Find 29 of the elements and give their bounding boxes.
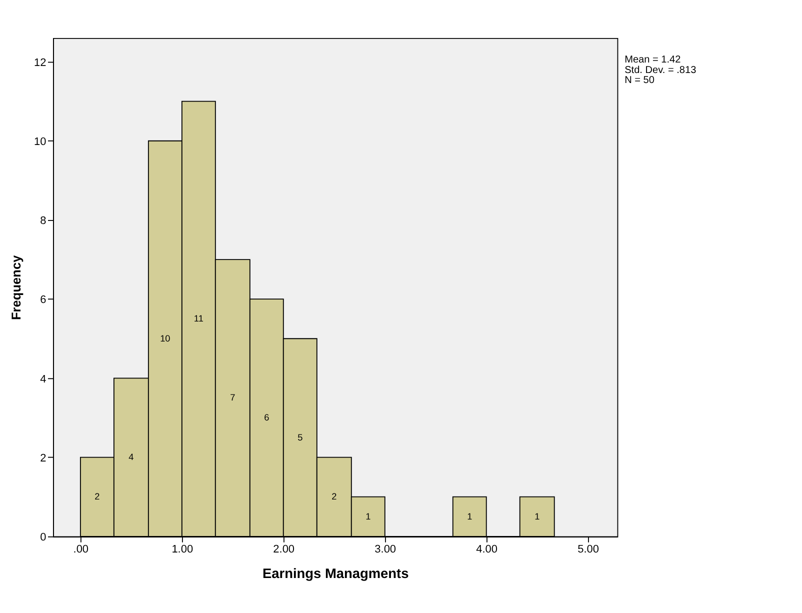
data-label: 2 <box>332 492 337 502</box>
x-tick-label: 2.00 <box>273 543 295 556</box>
y-axis-title: Frequency <box>8 254 24 320</box>
data-label: 1 <box>366 511 371 522</box>
data-label: 5 <box>298 432 303 442</box>
data-label: 2 <box>94 492 100 502</box>
x-tick-label: 3.00 <box>374 543 396 556</box>
x-tick-label: 5.00 <box>578 543 599 556</box>
x-axis-title: Earnings Managments <box>262 566 410 582</box>
y-tick-label: 6 <box>40 294 46 306</box>
y-tick-label: 2 <box>40 452 46 464</box>
x-tick-label: 1.00 <box>172 543 194 556</box>
data-label: 1 <box>467 511 472 522</box>
data-label: 11 <box>194 314 204 324</box>
text: Std. Dev. = .813 <box>624 64 697 76</box>
data-label: 1 <box>534 511 540 522</box>
data-label: 10 <box>160 333 170 344</box>
y-tick-label: 10 <box>34 136 46 148</box>
text: Mean = 1.42 <box>624 54 682 66</box>
x-tick-label: 4.00 <box>476 543 498 556</box>
y-tick-label: 0 <box>40 532 46 544</box>
y-tick-label: 12 <box>34 56 46 69</box>
data-label: 4 <box>128 452 134 462</box>
data-label: 6 <box>264 412 270 422</box>
data-label: 7 <box>230 392 236 403</box>
text: N = 50 <box>624 74 655 86</box>
y-tick-label: 4 <box>40 373 46 386</box>
y-tick-label: 8 <box>40 215 46 228</box>
x-tick-label: .00 <box>73 543 89 556</box>
